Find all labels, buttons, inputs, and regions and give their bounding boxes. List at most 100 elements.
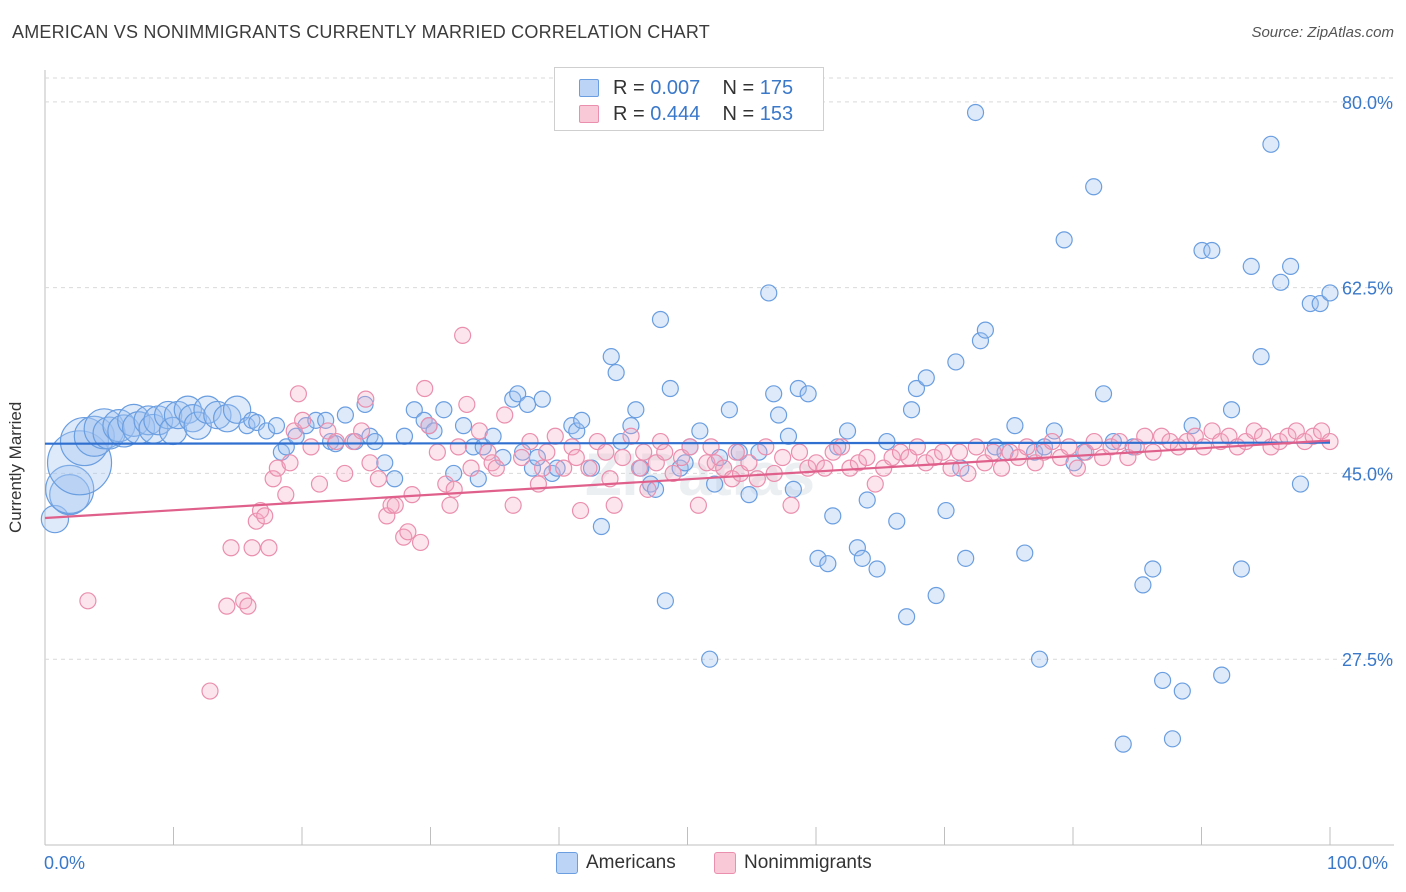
americans-legend-swatch <box>556 852 578 874</box>
nonimmigrant-point <box>1043 432 1061 451</box>
american-point <box>1016 544 1034 562</box>
nonimmigrant-point <box>832 438 851 456</box>
american-point <box>1193 241 1211 260</box>
american-point <box>1154 671 1172 690</box>
nonimmigrant-point <box>411 533 430 552</box>
american-point <box>706 475 724 493</box>
nonimmigrant-point <box>950 443 969 461</box>
nonimmigrant-point <box>441 496 459 514</box>
nonimmigrants-legend-swatch <box>714 852 736 874</box>
american-point <box>937 501 955 520</box>
nonimmigrant-point <box>816 459 834 477</box>
americans-legend-label: Americans <box>586 852 676 873</box>
nonimmigrants-n-label: N = <box>722 102 755 125</box>
americans-r-value: 0.007 <box>650 76 701 99</box>
x-tick-label-min: 0.0% <box>44 853 86 873</box>
nonimmigrant-point <box>1110 432 1129 451</box>
american-point <box>1252 348 1270 366</box>
american-point <box>765 385 783 403</box>
nonimmigrant-point <box>824 443 842 461</box>
nonimmigrant-point <box>327 432 345 451</box>
nonimmigrant-point <box>605 496 623 514</box>
american-point <box>1134 576 1152 594</box>
nonimmigrant-point <box>567 448 585 467</box>
nonimmigrant-point <box>774 448 792 467</box>
american-point <box>395 427 414 445</box>
nonimmigrant-point <box>534 459 552 477</box>
nonimmigrant-point <box>635 443 653 461</box>
nonimmigrant-point <box>571 501 590 520</box>
nonimmigrant-point <box>260 539 278 557</box>
american-point <box>1222 401 1241 419</box>
nonimmigrant-point <box>294 411 312 429</box>
american-point <box>853 549 871 567</box>
american-point <box>1321 284 1339 302</box>
bottom-legend-americans: Americans <box>556 852 676 874</box>
nonimmigrant-point <box>470 422 489 440</box>
y-tick-label: 27.5% <box>1342 650 1393 670</box>
nonimmigrant-point <box>664 464 682 483</box>
american-point <box>533 390 551 408</box>
american-point <box>607 363 625 382</box>
nonimmigrant-point <box>281 454 299 472</box>
nonimmigrant-point <box>247 512 265 530</box>
legend-row-nonimmigrants: R = 0.444 N = 153 <box>579 101 793 127</box>
american-point <box>1094 385 1113 403</box>
nonimmigrant-point <box>740 454 758 472</box>
american-point <box>454 417 473 435</box>
y-tick-label: 80.0% <box>1342 93 1393 113</box>
american-point <box>307 411 325 429</box>
american-point <box>917 369 935 387</box>
american-point <box>178 404 207 433</box>
nonimmigrant-point <box>858 448 876 467</box>
american-point <box>173 395 203 424</box>
nonimmigrant-point <box>681 438 699 456</box>
american-point <box>740 486 758 504</box>
american-point <box>661 379 679 398</box>
nonimmigrant-point <box>1279 427 1297 445</box>
american-point <box>1114 735 1132 753</box>
american-point <box>779 427 798 445</box>
nonimmigrants-legend-label: Nonimmigrants <box>744 852 872 873</box>
nonimmigrant-point <box>1211 432 1230 451</box>
nonimmigrant-point <box>256 507 274 525</box>
american-point <box>193 395 222 424</box>
american-point <box>1301 294 1319 313</box>
nonimmigrant-point <box>201 682 219 700</box>
nonimmigrant-point <box>1018 438 1036 456</box>
nonimmigrant-point <box>984 443 1002 461</box>
american-point <box>848 539 866 557</box>
nonimmigrant-point <box>512 448 531 467</box>
american-point <box>1055 231 1073 249</box>
american-point <box>425 422 443 440</box>
nonimmigrant-point <box>702 438 720 456</box>
american-point <box>819 555 837 573</box>
nonimmigrant-point <box>614 448 632 467</box>
american-point <box>838 422 857 440</box>
american-point <box>238 417 256 435</box>
american-point <box>1085 178 1103 196</box>
nonimmigrant-point <box>917 454 935 472</box>
nonimmigrant-point <box>622 427 640 445</box>
nonimmigrant-point <box>782 496 800 514</box>
american-point <box>386 470 404 488</box>
american-point <box>957 549 975 567</box>
nonimmigrant-point <box>656 443 674 461</box>
american-point <box>927 586 945 605</box>
nonimmigrant-point <box>445 480 463 498</box>
nonimmigrant-point <box>243 539 261 557</box>
american-point <box>858 491 876 509</box>
nonimmigrant-point <box>357 390 375 408</box>
american-point <box>1262 135 1280 153</box>
american-point <box>518 395 537 414</box>
american-point <box>376 454 394 472</box>
american-point <box>222 395 252 424</box>
nonimmigrants-r-value: 0.444 <box>650 102 701 125</box>
nonimmigrant-point <box>849 454 868 472</box>
nonimmigrant-point <box>264 470 282 488</box>
american-point <box>494 448 512 467</box>
nonimmigrant-point <box>925 448 943 467</box>
nonimmigrant-point <box>723 470 741 488</box>
americans-trend-line <box>44 441 1331 445</box>
